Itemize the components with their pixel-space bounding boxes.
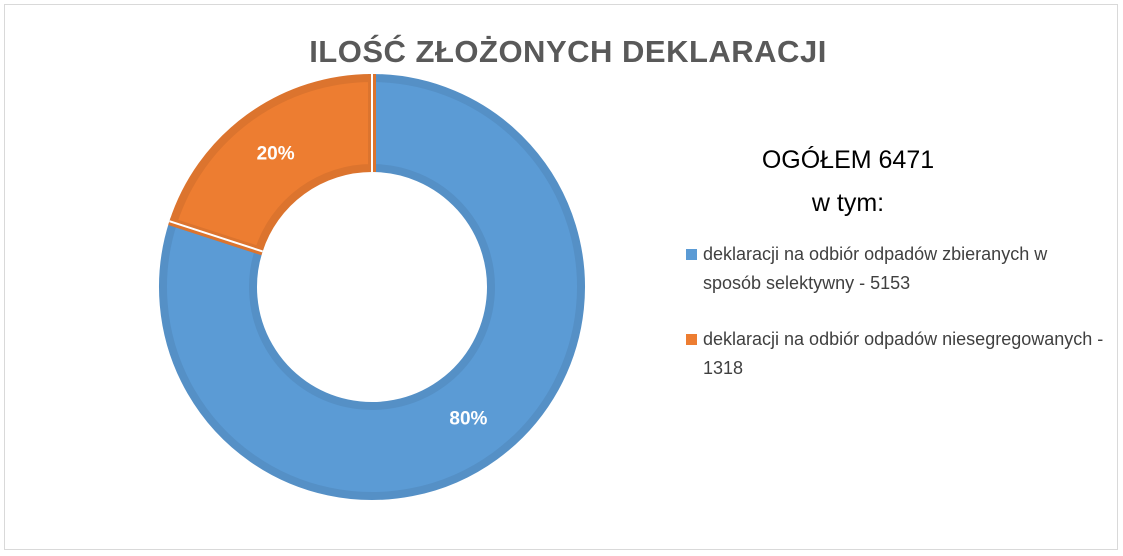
data-label: 20% [257,143,295,164]
legend-label: deklaracji na odbiór odpadów zbieranych … [703,244,1048,293]
donut-slice [168,73,376,256]
total-sublabel: w tym: [811,189,885,217]
chart-frame [4,4,1118,550]
legend-swatch [686,249,697,260]
data-label: 80% [449,409,487,430]
legend-label: deklaracji na odbiór odpadów niesegregow… [703,329,1104,378]
legend-item: deklaracji na odbiór odpadów niesegregow… [686,325,1116,383]
legend-swatch [686,334,697,345]
total-label: OGÓŁEM 6471 [761,146,935,174]
legend-item: deklaracji na odbiór odpadów zbieranych … [686,240,1116,298]
donut-slice [159,73,585,500]
chart-title: ILOŚĆ ZŁOŻONYCH DEKLARACJI [309,33,827,69]
slice-gap [169,220,263,253]
